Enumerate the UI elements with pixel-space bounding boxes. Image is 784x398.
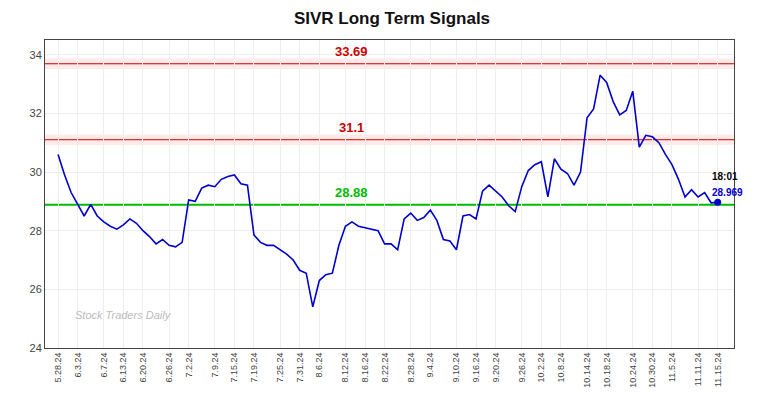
svg-text:8.6.24: 8.6.24 — [314, 353, 324, 378]
svg-text:11.5.24: 11.5.24 — [667, 353, 677, 382]
svg-text:9.4.24: 9.4.24 — [425, 353, 435, 378]
svg-text:6.3.24: 6.3.24 — [73, 353, 83, 378]
svg-text:8.12.24: 8.12.24 — [340, 353, 350, 383]
svg-text:34: 34 — [30, 49, 42, 61]
svg-text:6.20.24: 6.20.24 — [138, 353, 148, 383]
svg-text:18:01: 18:01 — [712, 171, 738, 182]
svg-text:33.69: 33.69 — [335, 44, 368, 59]
svg-text:28.88: 28.88 — [335, 185, 368, 200]
svg-text:6.7.24: 6.7.24 — [99, 353, 109, 378]
svg-text:32: 32 — [30, 107, 42, 119]
svg-text:10.30.24: 10.30.24 — [647, 353, 657, 388]
svg-text:9.26.24: 9.26.24 — [517, 353, 527, 383]
svg-text:SIVR Long Term Signals: SIVR Long Term Signals — [294, 9, 490, 28]
svg-text:7.9.24: 7.9.24 — [210, 353, 220, 378]
svg-text:10.14.24: 10.14.24 — [582, 353, 592, 388]
svg-text:9.16.24: 9.16.24 — [471, 353, 481, 383]
svg-text:7.19.24: 7.19.24 — [249, 353, 259, 383]
svg-text:8.16.24: 8.16.24 — [360, 353, 370, 383]
svg-text:11.15.24: 11.15.24 — [713, 353, 723, 387]
svg-text:10.18.24: 10.18.24 — [602, 353, 612, 388]
svg-text:9.10.24: 9.10.24 — [451, 353, 461, 383]
svg-text:7.15.24: 7.15.24 — [229, 353, 239, 383]
svg-text:10.24.24: 10.24.24 — [628, 353, 638, 388]
svg-text:28.969: 28.969 — [712, 187, 743, 198]
svg-text:31.1: 31.1 — [339, 120, 364, 135]
svg-text:9.20.24: 9.20.24 — [491, 353, 501, 383]
svg-text:30: 30 — [30, 166, 42, 178]
svg-text:5.28.24: 5.28.24 — [53, 353, 63, 383]
svg-text:6.13.24: 6.13.24 — [118, 353, 128, 383]
svg-text:8.28.24: 8.28.24 — [406, 353, 416, 383]
svg-text:10.2.24: 10.2.24 — [536, 353, 546, 383]
svg-text:11.11.24: 11.11.24 — [693, 353, 703, 387]
svg-text:6.26.24: 6.26.24 — [164, 353, 174, 383]
svg-text:7.25.24: 7.25.24 — [275, 353, 285, 383]
svg-text:24: 24 — [30, 342, 42, 354]
svg-text:Stock Traders Daily: Stock Traders Daily — [75, 309, 172, 321]
svg-text:28: 28 — [30, 225, 42, 237]
svg-text:10.8.24: 10.8.24 — [556, 353, 566, 383]
svg-text:7.2.24: 7.2.24 — [184, 353, 194, 378]
svg-text:26: 26 — [30, 283, 42, 295]
svg-text:7.31.24: 7.31.24 — [295, 353, 305, 383]
svg-text:8.22.24: 8.22.24 — [380, 353, 390, 383]
